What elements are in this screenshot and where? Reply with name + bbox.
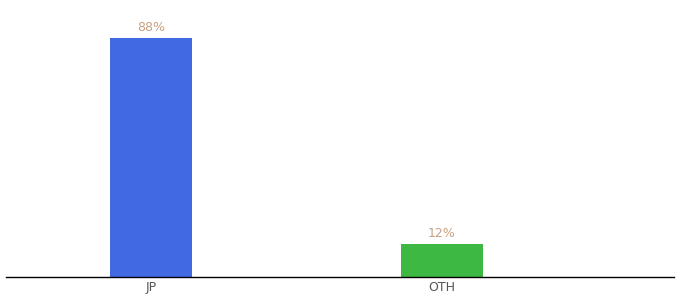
Text: 88%: 88% bbox=[137, 21, 165, 34]
Bar bbox=[110, 38, 192, 277]
Bar bbox=[401, 244, 483, 277]
Text: 12%: 12% bbox=[428, 227, 456, 240]
